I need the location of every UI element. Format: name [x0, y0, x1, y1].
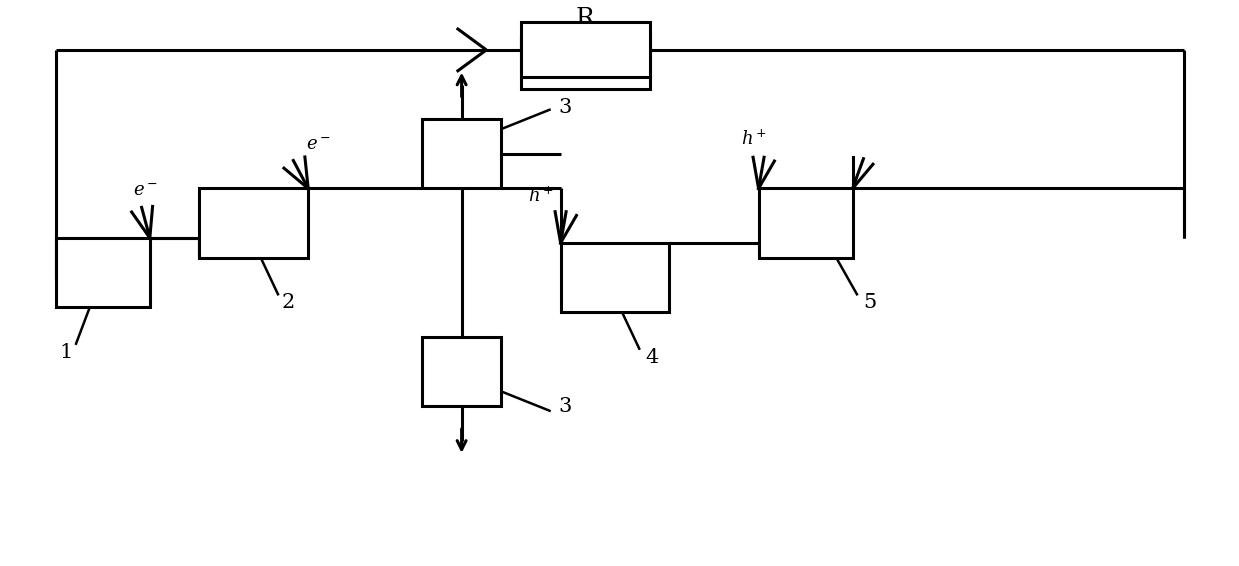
Text: 3: 3 [559, 98, 572, 117]
Text: 4: 4 [646, 348, 658, 367]
Bar [758, 188, 852, 258]
Bar [199, 188, 309, 258]
Text: R: R [576, 7, 595, 30]
Bar [422, 119, 502, 188]
Text: h$^+$: h$^+$ [528, 186, 554, 205]
Text: 1: 1 [59, 342, 72, 362]
Bar [56, 238, 150, 307]
Bar [560, 243, 669, 312]
Bar [522, 22, 649, 76]
Text: e$^-$: e$^-$ [133, 182, 157, 200]
Text: 5: 5 [862, 293, 876, 312]
Text: 2: 2 [281, 293, 295, 312]
Text: e$^-$: e$^-$ [306, 136, 331, 154]
Text: h$^+$: h$^+$ [741, 130, 767, 149]
Bar [522, 35, 649, 89]
Text: 3: 3 [559, 397, 572, 416]
Bar [422, 337, 502, 406]
